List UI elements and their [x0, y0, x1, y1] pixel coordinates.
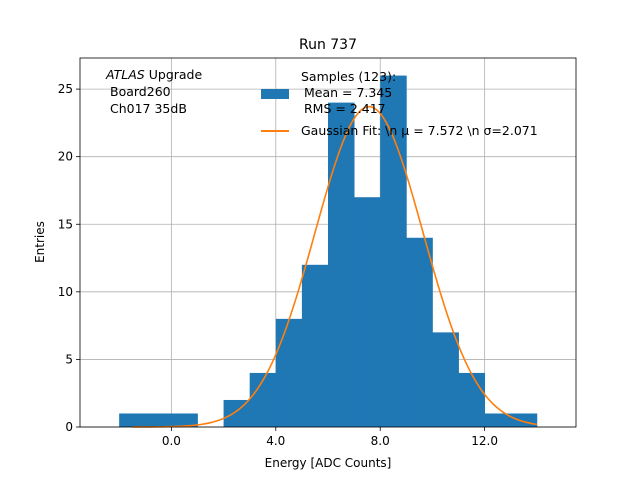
atlas-label: ATLAS: [105, 67, 145, 82]
histogram-bar-6: [275, 318, 303, 427]
y-axis-label: Entries: [33, 221, 47, 263]
histogram-bar-14: [484, 413, 512, 427]
histogram-bar-11: [406, 237, 433, 427]
annotation-box: ATLAS Upgrade Board260 Ch017 35dB: [105, 67, 202, 116]
histogram-bar-12: [432, 332, 459, 427]
y-axis-ticks: 0 5 10 15 20 25: [58, 82, 80, 434]
histogram-bar-8: [328, 102, 355, 427]
histogram-bars: [119, 75, 538, 428]
y-tick-label-3: 15: [58, 217, 73, 231]
y-tick-label-0: 0: [65, 420, 73, 434]
y-tick-label-4: 20: [58, 150, 73, 164]
annotation-line-2: Board260: [110, 84, 171, 99]
legend-samples-line-2: Mean = 7.345: [304, 85, 392, 100]
legend-samples-line-1: Samples (123):: [301, 69, 396, 84]
histogram-bar-10: [380, 75, 407, 428]
y-tick-label-5: 25: [58, 82, 73, 96]
histogram-bar-13: [458, 372, 486, 427]
histogram-bar-0: [119, 413, 146, 427]
chart-title: Run 737: [299, 37, 357, 53]
legend-patch-samples: [261, 89, 289, 99]
legend-samples-line-3: RMS = 2.417: [304, 101, 386, 116]
histogram-bar-2: [171, 413, 198, 427]
fit-curve-group: [132, 105, 537, 428]
histogram-bar-15: [510, 413, 538, 427]
annotation-line-1: ATLAS Upgrade: [105, 67, 202, 82]
y-tick-label-1: 5: [65, 352, 73, 366]
histogram-bar-7: [301, 264, 329, 427]
histogram-bar-4: [223, 399, 251, 427]
x-axis-ticks: 0.0 4.0 8.0 12.0: [162, 427, 498, 448]
histogram-bar-1: [145, 413, 172, 427]
x-tick-label-3: 12.0: [471, 434, 498, 448]
x-tick-label-2: 8.0: [371, 434, 390, 448]
y-tick-label-2: 10: [58, 285, 73, 299]
plot-frame: [79, 57, 577, 428]
histogram-bar-5: [249, 372, 277, 427]
legend-fit-label: Gaussian Fit: \n μ = 7.572 \n σ=2.071: [301, 123, 538, 138]
histogram-bar-9: [354, 197, 381, 427]
x-tick-label-0: 0.0: [162, 434, 181, 448]
upgrade-label: Upgrade: [149, 67, 203, 82]
legend: Samples (123): Mean = 7.345 RMS = 2.417 …: [261, 69, 538, 138]
x-tick-label-1: 4.0: [266, 434, 285, 448]
annotation-line-3: Ch017 35dB: [110, 101, 187, 116]
x-axis-label: Energy [ADC Counts]: [265, 456, 392, 470]
gaussian-fit-curve: [132, 105, 537, 428]
